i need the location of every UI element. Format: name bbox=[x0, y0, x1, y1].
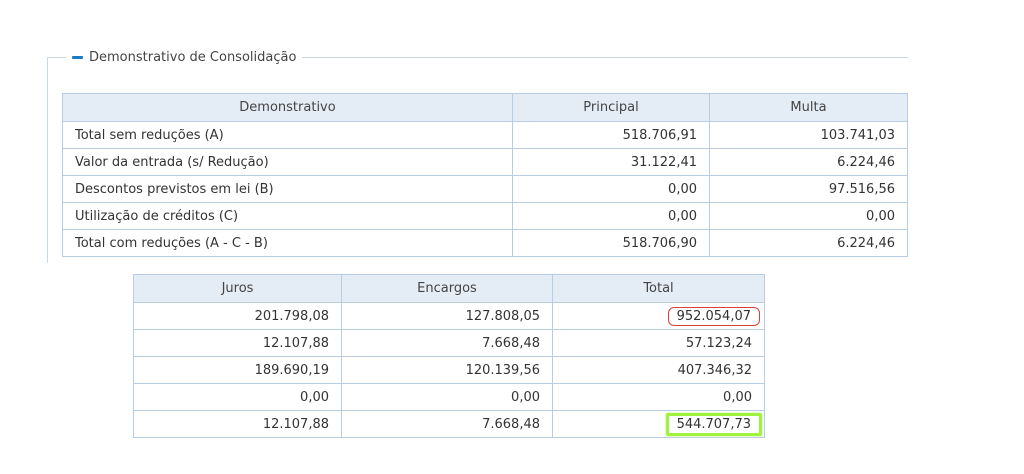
table-row: 201.798,08 127.808,05 952.054,07 bbox=[133, 302, 765, 330]
total-value: 407.346,32 bbox=[552, 356, 765, 384]
row-label: Descontos previstos em lei (B) bbox=[62, 175, 513, 203]
table-header-row: Juros Encargos Total bbox=[133, 274, 765, 303]
row-label: Total com reduções (A - C - B) bbox=[62, 229, 513, 257]
encargos-value: 127.808,05 bbox=[341, 302, 553, 330]
principal-value: 0,00 bbox=[512, 202, 710, 230]
total-value: 57.123,24 bbox=[552, 329, 765, 357]
multa-value: 6.224,46 bbox=[709, 229, 908, 257]
total-value-highlighted-green: 544.707,73 bbox=[665, 412, 762, 436]
column-header-demonstrativo: Demonstrativo bbox=[62, 93, 513, 122]
demonstrativo-table: Demonstrativo Principal Multa Total sem … bbox=[62, 93, 908, 257]
principal-value: 31.122,41 bbox=[512, 148, 710, 176]
juros-value: 0,00 bbox=[133, 383, 342, 411]
column-header-total: Total bbox=[552, 274, 765, 303]
table-row: Valor da entrada (s/ Redução) 31.122,41 … bbox=[62, 148, 908, 176]
table-row: 12.107,88 7.668,48 57.123,24 bbox=[133, 329, 765, 357]
column-header-multa: Multa bbox=[709, 93, 908, 122]
row-label: Total sem reduções (A) bbox=[62, 121, 513, 149]
column-header-principal: Principal bbox=[512, 93, 710, 122]
total-cell: 952.054,07 bbox=[552, 302, 765, 330]
table-row: Descontos previstos em lei (B) 0,00 97.5… bbox=[62, 175, 908, 203]
fieldset-legend[interactable]: Demonstrativo de Consolidação bbox=[66, 48, 303, 66]
principal-value: 518.706,91 bbox=[512, 121, 710, 149]
juros-value: 12.107,88 bbox=[133, 410, 342, 438]
table-row: 189.690,19 120.139,56 407.346,32 bbox=[133, 356, 765, 384]
multa-value: 103.741,03 bbox=[709, 121, 908, 149]
column-header-juros: Juros bbox=[133, 274, 342, 303]
encargos-value: 7.668,48 bbox=[341, 329, 553, 357]
row-label: Valor da entrada (s/ Redução) bbox=[62, 148, 513, 176]
table-row: Total sem reduções (A) 518.706,91 103.74… bbox=[62, 121, 908, 149]
principal-value: 518.706,90 bbox=[512, 229, 710, 257]
table-header-row: Demonstrativo Principal Multa bbox=[62, 93, 908, 122]
table-row: Total com reduções (A - C - B) 518.706,9… bbox=[62, 229, 908, 257]
total-value-highlighted-red: 952.054,07 bbox=[667, 306, 760, 326]
multa-value: 6.224,46 bbox=[709, 148, 908, 176]
column-header-encargos: Encargos bbox=[341, 274, 553, 303]
encargos-value: 120.139,56 bbox=[341, 356, 553, 384]
juros-encargos-table: Juros Encargos Total 201.798,08 127.808,… bbox=[133, 274, 765, 438]
table-row: Utilização de créditos (C) 0,00 0,00 bbox=[62, 202, 908, 230]
multa-value: 97.516,56 bbox=[709, 175, 908, 203]
principal-value: 0,00 bbox=[512, 175, 710, 203]
row-label: Utilização de créditos (C) bbox=[62, 202, 513, 230]
table-row: 0,00 0,00 0,00 bbox=[133, 383, 765, 411]
multa-value: 0,00 bbox=[709, 202, 908, 230]
total-value: 0,00 bbox=[552, 383, 765, 411]
table-row: 12.107,88 7.668,48 544.707,73 bbox=[133, 410, 765, 438]
collapse-minus-icon[interactable] bbox=[72, 55, 83, 59]
consolidation-fieldset bbox=[47, 57, 908, 263]
juros-value: 201.798,08 bbox=[133, 302, 342, 330]
juros-value: 12.107,88 bbox=[133, 329, 342, 357]
encargos-value: 7.668,48 bbox=[341, 410, 553, 438]
total-cell: 544.707,73 bbox=[552, 410, 765, 438]
section-title: Demonstrativo de Consolidação bbox=[89, 49, 297, 65]
encargos-value: 0,00 bbox=[341, 383, 553, 411]
juros-value: 189.690,19 bbox=[133, 356, 342, 384]
